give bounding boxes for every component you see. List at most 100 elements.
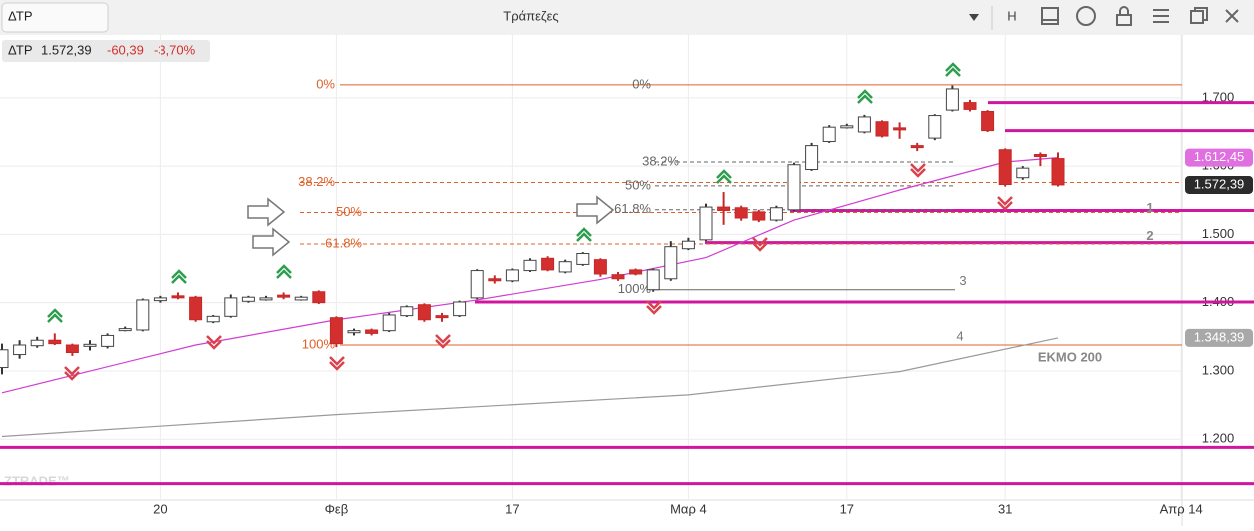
sell-signal [206, 335, 222, 350]
ema200-value-label: 1.348,39 [1194, 329, 1245, 344]
candle-body [752, 211, 766, 221]
fib-label: 100% [618, 281, 652, 296]
fib-label: 38.2% [642, 153, 679, 168]
level-label: 1 [1146, 200, 1153, 215]
candle-body [488, 278, 502, 282]
level-label: 2 [1146, 228, 1153, 243]
pointer-arrow [576, 195, 615, 225]
x-tick-label: 17 [840, 501, 854, 516]
candle-body [558, 261, 572, 273]
candle-body [136, 299, 150, 331]
candle-body [734, 207, 748, 219]
quote-last: 1.572,39 [41, 42, 92, 57]
candle-body [1016, 167, 1030, 179]
indicator-line [1, 337, 1059, 438]
candle-body [206, 315, 220, 323]
symbol[interactable]: ΔΤΡ [8, 8, 33, 23]
fib-note: 4 [956, 328, 963, 343]
symbol-box[interactable] [1, 2, 109, 33]
quote-symbol: ΔΤΡ [8, 42, 33, 57]
candle-body [505, 269, 519, 282]
sell-signal [329, 356, 345, 371]
sell-signal [910, 163, 926, 178]
candle-body [699, 206, 713, 241]
pointer-arrow [247, 197, 286, 227]
x-tick-label: 31 [998, 501, 1012, 516]
fib-label: 50% [625, 177, 651, 192]
buy-signal [857, 89, 873, 104]
candle-body [945, 88, 959, 111]
candle-body [470, 270, 484, 299]
y-tick-label: 1.200 [1202, 431, 1235, 446]
fib-label: 100% [302, 336, 336, 351]
quote-change-pct: -3,70% [154, 42, 196, 57]
candle-body [787, 164, 801, 211]
buy-signal [945, 62, 961, 77]
fib-label: 50% [336, 204, 362, 219]
candle-body [400, 306, 414, 317]
candle-body [646, 269, 660, 291]
candle-body [1051, 158, 1065, 186]
candle-body [224, 297, 238, 317]
sell-signal [435, 334, 451, 349]
ma-value-label: 1.612,45 [1194, 149, 1245, 164]
candle-body [0, 349, 9, 369]
buy-signal [716, 169, 732, 184]
candle-body [435, 315, 449, 319]
candle-body [769, 207, 783, 221]
candle-body [153, 297, 167, 302]
candle-body [717, 206, 731, 211]
candle-body [189, 296, 203, 321]
candle-body [329, 317, 343, 345]
candle-body [241, 296, 255, 302]
grid [0, 35, 1182, 500]
candle-body [294, 296, 308, 301]
candle-body [118, 328, 132, 332]
indicator-line [1, 157, 1059, 394]
candle-body [875, 121, 889, 137]
fib-label: 61.8% [614, 201, 651, 216]
buy-signal [171, 269, 187, 284]
toolbar-title: Τράπεζες [503, 8, 558, 23]
dropdown-icon[interactable] [969, 14, 979, 21]
fib-label: 61.8% [325, 235, 362, 250]
candle-body [910, 145, 924, 149]
candle-body [101, 334, 115, 347]
y-tick-label: 1.500 [1202, 226, 1235, 241]
last-price-label-bg [1185, 175, 1253, 194]
candle-body [417, 304, 431, 321]
ema200-value-label-bg [1185, 328, 1253, 347]
x-tick-label: Απρ 14 [1160, 501, 1203, 516]
candle-body [593, 259, 607, 275]
candle-body [83, 343, 97, 347]
toolbar-icons[interactable] [1041, 6, 1239, 26]
candle-body [805, 145, 819, 171]
candle-body [13, 344, 27, 356]
sell-signal [646, 300, 662, 315]
mode-button[interactable]: H [1007, 8, 1016, 23]
watermark: ZTRADE™ [4, 473, 70, 488]
candle-body [259, 297, 273, 301]
fib-label: 0% [632, 76, 651, 91]
candle-body [576, 253, 590, 265]
buy-signal [276, 264, 292, 279]
fib-label: 38.2% [298, 174, 335, 189]
candle-body [840, 125, 854, 129]
candle-body [629, 269, 643, 275]
last-price-label: 1.572,39 [1194, 176, 1245, 191]
pointer-arrow [252, 227, 291, 257]
candle-body [611, 274, 625, 280]
buy-signal [576, 227, 592, 242]
candle-body [65, 344, 79, 354]
candle-body [822, 126, 836, 143]
candle-body [857, 116, 871, 133]
buy-signal [47, 308, 63, 323]
candle-body [48, 339, 62, 345]
sell-signal [752, 237, 768, 252]
candle-body [664, 246, 678, 280]
fib-note: 3 [959, 273, 966, 288]
quote-box [2, 40, 210, 62]
ma-value-label-bg [1185, 148, 1253, 167]
candle-body [312, 291, 326, 304]
